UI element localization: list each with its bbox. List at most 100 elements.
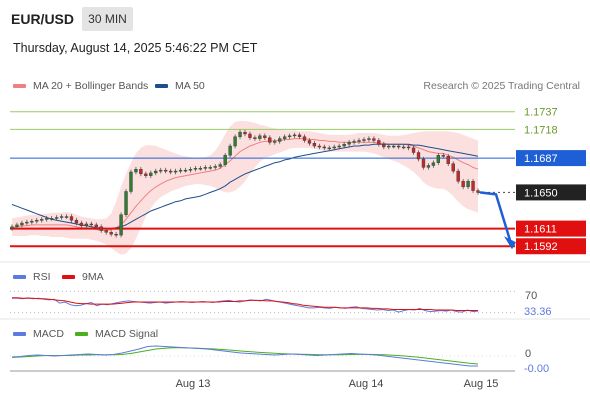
x-tick-label: Aug 14 [349, 378, 384, 390]
candle [144, 171, 148, 179]
rsi-tick-70: 70 [525, 290, 537, 302]
candle [183, 167, 188, 173]
candle [342, 141, 346, 149]
candle-body [134, 169, 138, 173]
candle-body [168, 170, 173, 173]
candle-body [124, 191, 128, 215]
candle-body [154, 170, 158, 174]
candle-body [461, 181, 465, 188]
candle-body [40, 219, 44, 221]
candle-body [35, 220, 39, 222]
forecast-arrow [479, 191, 512, 241]
candle-body [253, 137, 257, 139]
x-tick-label: Aug 15 [464, 378, 499, 390]
candle-body [307, 140, 312, 144]
candle [119, 212, 123, 238]
candle-body [292, 134, 297, 137]
candle [49, 216, 54, 221]
candle [273, 139, 277, 145]
candle [173, 168, 178, 175]
candle [362, 137, 366, 143]
candle [40, 217, 44, 223]
candle-body [367, 138, 371, 140]
candle [64, 214, 69, 219]
x-tick-label: Aug 13 [176, 378, 211, 390]
candle-body [59, 216, 64, 218]
ma20-swatch [13, 84, 26, 88]
candle [164, 167, 168, 174]
legend-ma20-bb: MA 20 + Bollinger Bands [13, 80, 148, 92]
symbol-label: EUR/USD [11, 11, 75, 27]
candle [223, 152, 227, 167]
candle-body [178, 169, 183, 172]
level-tag-current [516, 184, 586, 201]
candle [10, 224, 14, 231]
candle-body [218, 164, 222, 167]
candle-body [89, 223, 93, 226]
candle [282, 134, 287, 141]
candle-body [188, 169, 193, 171]
candle-body [94, 224, 98, 227]
candle [461, 178, 465, 190]
candle [188, 166, 193, 173]
level-label-support: 1.1611 [524, 224, 557, 236]
candle-body [49, 218, 54, 220]
legend-ma50-label: MA 50 [175, 80, 205, 92]
candle-body [352, 141, 356, 143]
candle [397, 143, 401, 150]
candle-body [30, 220, 34, 223]
candle [99, 224, 103, 233]
candle [139, 166, 143, 177]
candle-body [362, 139, 366, 141]
candle-body [238, 131, 242, 137]
candle-body [69, 216, 74, 221]
candle [258, 133, 262, 141]
candle [332, 144, 336, 151]
candle-body [426, 165, 431, 168]
candle [253, 135, 257, 141]
candle [159, 167, 163, 174]
legend-ma50: MA 50 [155, 80, 205, 92]
macd-swatch [13, 332, 26, 336]
level-tag-pivot [516, 150, 586, 167]
candle-body [243, 131, 247, 135]
candle [109, 229, 113, 237]
level-label-resistance: 1.1737 [524, 107, 558, 119]
candle-body [332, 146, 336, 149]
candle [233, 134, 237, 149]
candle [198, 165, 203, 171]
candle [168, 168, 173, 175]
candle [426, 163, 431, 170]
candle [45, 216, 49, 222]
candle [154, 168, 158, 176]
candle-body [456, 170, 460, 182]
candle [307, 138, 312, 146]
candle [149, 170, 153, 179]
candle [89, 221, 93, 228]
candle-body [208, 167, 212, 169]
candle [20, 220, 24, 228]
candle-body [421, 158, 426, 168]
credit-label: Research © 2025 Trading Central [423, 80, 580, 92]
candle [406, 144, 411, 151]
candle-body [287, 135, 292, 138]
macd-signal-swatch [75, 332, 88, 336]
candle [382, 141, 386, 150]
candle-body [397, 145, 401, 148]
candle-body [347, 142, 351, 145]
level-tag-support [516, 238, 586, 255]
candle [347, 139, 351, 147]
candle-body [297, 134, 302, 137]
candle [114, 231, 118, 238]
candle-body [139, 169, 143, 175]
candle-body [74, 220, 79, 224]
timeframe-button[interactable]: 30 MIN [82, 7, 133, 31]
candle-body [327, 147, 331, 150]
candle [84, 221, 89, 229]
candle-body [10, 226, 14, 229]
candle [129, 169, 133, 194]
candle [15, 222, 19, 230]
candle-body [282, 136, 287, 139]
candle [317, 143, 322, 150]
